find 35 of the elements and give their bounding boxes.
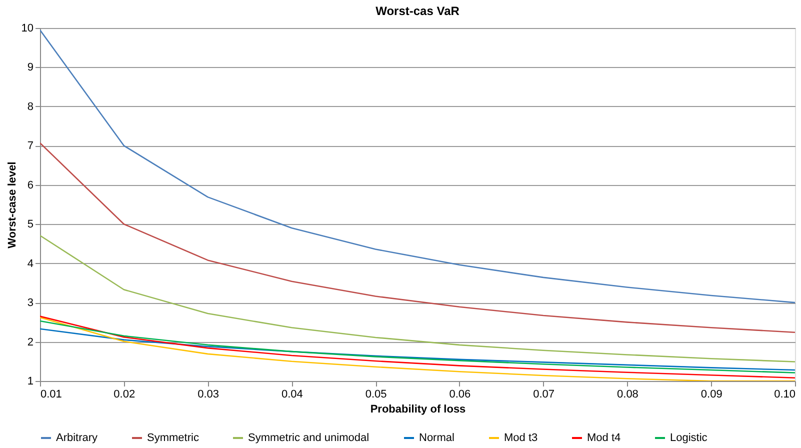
chart-title: Worst-cas VaR	[376, 4, 460, 18]
y-tick-label: 1	[27, 376, 34, 388]
y-tick-label: 7	[27, 140, 34, 152]
line-series	[40, 29, 795, 304]
y-tick-label: 6	[27, 179, 34, 192]
legend-label: Mod t4	[587, 432, 621, 444]
y-tick-label: 8	[27, 100, 34, 113]
legend-label: Symmetric and unimodal	[248, 432, 370, 444]
line-series	[40, 328, 795, 371]
x-tick-label: 0.03	[198, 388, 219, 400]
legend-label: Mod t3	[504, 432, 538, 444]
legend-label: Symmetric	[147, 432, 200, 444]
line-series	[40, 142, 795, 334]
y-tick-label: 4	[27, 258, 34, 270]
legend-label: Normal	[419, 432, 454, 444]
y-tick-label: 2	[27, 336, 34, 348]
x-tick-label: 0.01	[40, 388, 62, 400]
legend-label: Arbitrary	[56, 432, 98, 444]
x-tick-label: 0.04	[281, 388, 303, 400]
x-tick-label: 0.06	[449, 388, 471, 400]
x-axis-title: Probability of loss	[370, 404, 466, 416]
y-tick-label: 3	[27, 297, 34, 310]
x-tick-label: 0.07	[533, 388, 555, 400]
y-tick-label: 10	[21, 22, 34, 34]
x-tick-label: 0.08	[617, 388, 638, 400]
legend-label: Logistic	[670, 432, 708, 444]
x-tick-label: 0.02	[114, 388, 136, 400]
y-tick-label: 9	[27, 62, 34, 74]
y-tick-label: 5	[27, 218, 34, 231]
x-tick-label: 0.09	[700, 388, 722, 400]
x-tick-label: 0.10	[774, 388, 796, 400]
x-tick-label: 0.05	[365, 388, 387, 400]
y-axis-title: Worst-case level	[6, 162, 18, 248]
line-series	[40, 320, 795, 374]
line-series	[40, 234, 795, 362]
